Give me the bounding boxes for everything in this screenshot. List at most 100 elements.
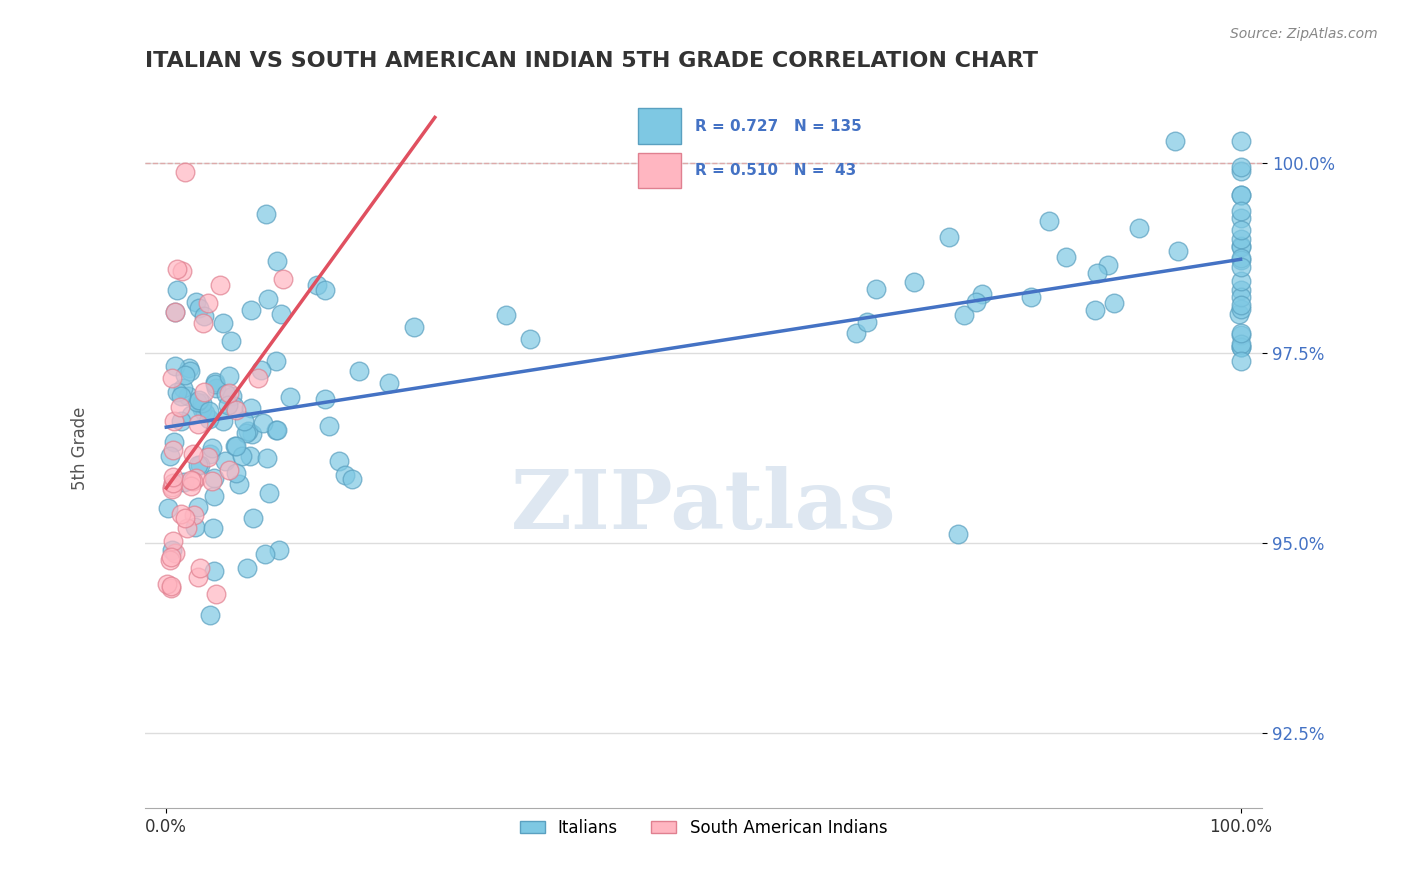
South American Indians [183,508,205,522]
Text: ZIPatlas: ZIPatlas [510,466,896,546]
South American Indians [162,470,184,484]
Italians [177,389,200,403]
South American Indians [160,581,183,595]
Italians [198,412,221,426]
Italians [1167,244,1189,258]
South American Indians [173,511,195,525]
Italians [1229,253,1251,268]
Italians [328,454,350,468]
Italians [214,454,236,468]
South American Indians [169,508,191,522]
South American Indians [162,534,184,549]
Italians [188,458,211,472]
Italians [1229,290,1251,304]
Italians [1097,258,1119,272]
Italians [952,308,974,322]
Italians [159,449,181,463]
Italians [239,302,262,317]
Italians [240,427,263,442]
Italians [205,381,228,395]
Italians [202,489,225,503]
Italians [903,275,925,289]
Italians [163,435,186,450]
Italians [1084,303,1107,318]
Italians [495,308,517,322]
South American Indians [165,305,187,319]
Italians [318,418,340,433]
Italians [202,471,225,485]
Italians [211,414,233,428]
Italians [856,315,879,329]
Italians [169,389,191,403]
Italians [1229,260,1251,274]
Italians [378,376,401,390]
South American Indians [163,414,186,428]
Italians [1229,274,1251,288]
Italians [865,281,887,295]
Italians [335,467,357,482]
Italians [1021,290,1043,304]
Italians [239,449,262,463]
Italians [314,283,336,297]
Italians [257,486,280,500]
South American Indians [180,479,202,493]
Italians [266,423,288,437]
Italians [305,278,328,293]
Italians [221,334,243,348]
Italians [236,424,259,438]
Italians [1229,211,1251,226]
South American Indians [193,385,215,400]
South American Indians [188,561,211,575]
South American Indians [186,471,208,485]
Italians [197,404,219,418]
Italians [218,368,240,383]
Italians [163,305,186,319]
Italians [163,359,186,373]
Italians [1229,204,1251,219]
Italians [1128,220,1150,235]
Italians [186,294,208,309]
South American Indians [183,474,205,488]
Italians [222,399,245,413]
Italians [347,363,370,377]
South American Indians [160,549,183,564]
Italians [193,310,215,324]
Italians [198,608,221,623]
Italians [191,402,214,417]
South American Indians [225,403,247,417]
Italians [1229,232,1251,246]
Italians [212,316,235,330]
Italians [1229,298,1251,312]
South American Indians [160,371,183,385]
Italians [204,376,226,390]
South American Indians [271,272,294,286]
South American Indians [173,165,195,179]
Legend: Italians, South American Indians: Italians, South American Indians [513,812,894,843]
South American Indians [170,263,193,277]
Italians [188,392,211,407]
Italians [188,301,211,315]
South American Indians [247,371,270,385]
South American Indians [187,569,209,583]
Italians [225,466,247,480]
South American Indians [165,546,187,560]
South American Indians [181,447,204,461]
Italians [845,326,868,340]
Italians [231,449,253,463]
South American Indians [160,482,183,496]
Italians [1229,160,1251,174]
Italians [177,361,200,376]
South American Indians [155,576,177,591]
Italians [202,564,225,578]
Italians [1085,266,1108,280]
Italians [342,472,364,486]
Italians [172,381,194,395]
Italians [256,450,278,465]
Italians [187,500,209,514]
Italians [253,547,276,561]
Italians [173,368,195,383]
South American Indians [160,579,183,593]
Italians [217,399,239,413]
South American Indians [176,521,198,535]
Italians [267,543,290,558]
